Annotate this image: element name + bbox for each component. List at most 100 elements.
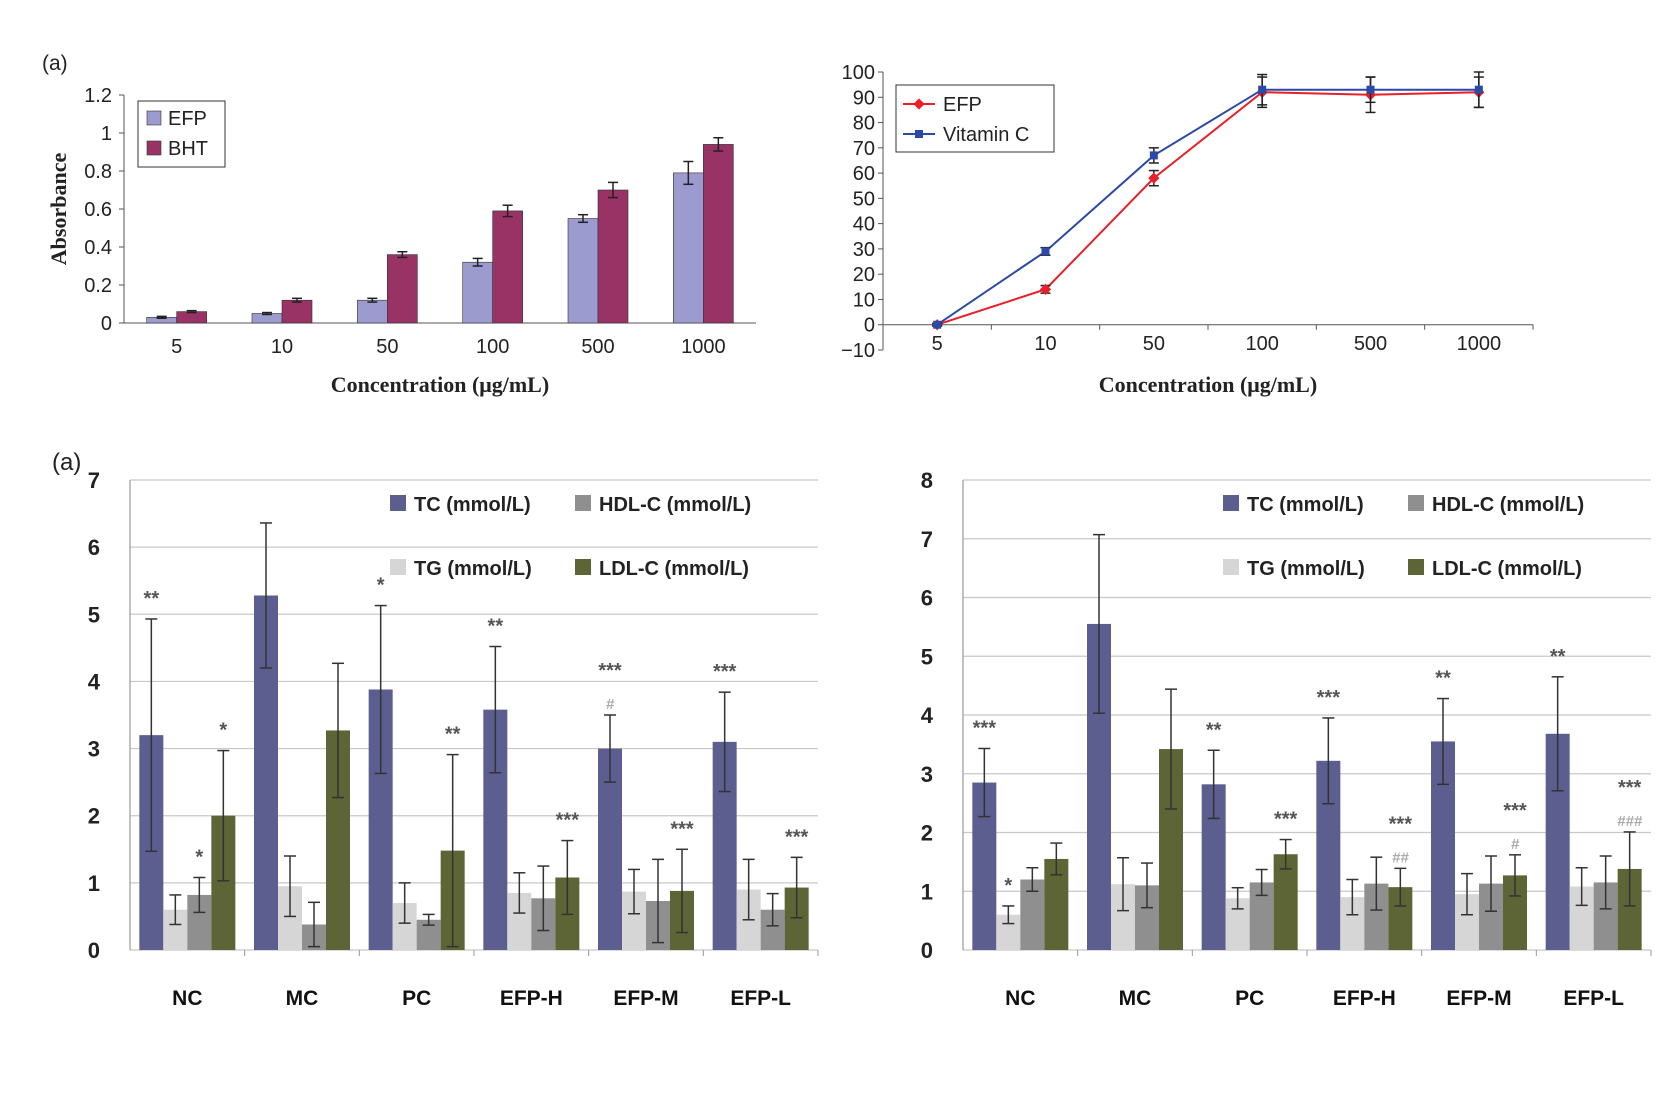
x-tick-label: PC [402,987,431,1010]
panel-label: (a) [42,52,68,75]
x-tick-label: EFP-H [1333,987,1396,1010]
y-tick-label: 40 [853,214,875,236]
data-point-square [1149,151,1158,160]
legend-label: EFP [168,108,207,130]
significance-marker: ** [1435,668,1451,690]
x-tick-label: 10 [271,336,293,358]
significance-marker: *** [1618,777,1642,799]
x-tick-label: MC [1119,987,1152,1010]
x-tick-label: NC [172,987,202,1010]
y-tick-label: 10 [853,289,875,311]
significance-marker: ** [144,588,160,610]
y-tick-label: 4 [921,703,934,728]
x-tick-label: 10 [1034,333,1056,355]
y-tick-label: 0.2 [84,275,112,297]
bar-bht [492,210,523,324]
y-tick-label: 5 [921,644,933,669]
y-tick-label: 6 [921,586,933,611]
y-tick-label: 20 [853,264,875,286]
y-tick-label: 0 [864,315,875,337]
y-tick-label: 1 [88,871,100,896]
bar-efp [462,261,493,324]
significance-marker: *** [713,661,737,683]
x-tick-label: NC [1005,987,1035,1010]
legend-label: LDL-C (mmol/L) [1432,558,1582,580]
significance-marker: * [195,846,203,868]
x-tick-label: EFP-M [1446,987,1511,1010]
significance-marker: * [377,575,385,597]
legend-label: TG (mmol/L) [1247,558,1365,580]
bar-ldl-c [1273,854,1298,950]
y-tick-label: 8 [921,468,933,493]
significance-marker: *** [1503,800,1527,822]
data-point-square [1474,85,1483,94]
significance-marker: *** [1274,809,1298,831]
legend-swatch [1408,559,1424,575]
inhibition-line-chart: (b)−100102030405060708090100510501005001… [841,62,1534,397]
legend-label: TC (mmol/L) [414,494,531,516]
x-tick-label: 5 [932,333,943,355]
significance-marker: ** [445,724,461,746]
legend-swatch [146,110,162,126]
y-tick-label: 1.2 [84,85,112,107]
legend-label: Vitamin C [943,124,1029,146]
y-tick-label: 1 [921,879,933,904]
legend-label: HDL-C (mmol/L) [599,494,751,516]
bar-efp [673,172,704,324]
data-point-square [1041,247,1050,256]
x-tick-label: 50 [1143,333,1165,355]
legend-swatch [390,559,406,575]
series-line-0 [936,91,1479,326]
absorbance-bar-chart: (a) 0 0.2 0.4 0.6 0.8 1 1.2 5 10 50 100 500 1000 Conce… [42,52,756,397]
x-axis-title: Concentration (μg/mL) [1099,372,1317,397]
bar-bht [176,311,207,324]
y-tick-label: 100 [842,62,875,84]
x-tick-label: EFP-M [613,987,678,1010]
bar-bht [387,254,418,324]
panel-label: (a) [52,449,81,476]
legend-label: TG (mmol/L) [414,558,532,580]
x-tick-label: 1000 [681,336,726,358]
legend-marker [915,130,923,138]
y-tick-label: 90 [853,87,875,109]
legend-label: TC (mmol/L) [1247,494,1364,516]
legend-label: EFP [943,94,982,116]
x-tick-label: EFP-H [500,987,563,1010]
legend-swatch [1223,495,1239,511]
series-line-1 [936,88,1479,326]
x-tick-label: EFP-L [730,987,791,1010]
y-tick-label: 7 [88,468,100,493]
y-tick-label: 5 [88,602,100,627]
x-tick-label: 500 [1354,333,1387,355]
bar-bht [703,144,734,324]
bar-efp [567,218,599,324]
x-tick-label: 1000 [1457,333,1502,355]
y-tick-label: 70 [853,138,875,160]
y-tick-label: 0 [921,938,933,963]
significance-marker: *** [598,660,622,682]
data-point-square [933,320,942,329]
y-tick-label: 50 [853,188,875,210]
significance-marker: ** [1550,646,1566,668]
significance-marker: # [606,696,615,713]
significance-marker: # [1511,836,1520,853]
y-tick-label: 0 [101,313,112,335]
y-tick-label: 2 [88,804,100,829]
x-tick-label: EFP-L [1563,987,1624,1010]
legend-swatch [390,495,406,511]
legend-swatch [146,140,162,156]
y-tick-label: 80 [853,113,875,135]
y-tick-label: −10 [841,340,875,362]
legend-swatch [1408,495,1424,511]
panel-label: (b) [833,449,834,476]
y-tick-label: 6 [88,535,100,560]
data-point-square [1258,85,1267,94]
y-tick-label: 1 [101,123,112,145]
legend-label: BHT [168,138,208,160]
x-axis-title: Concentration (μg/mL) [331,372,549,397]
lipid-profile-bar-chart-b: (b)012345678NCMCPCEFP-HEFP-MEFP-L*******… [833,449,1652,1010]
significance-marker: ** [1206,719,1222,741]
y-tick-label: 7 [921,527,933,552]
significance-marker: *** [556,810,580,832]
x-tick-label: 5 [171,336,182,358]
